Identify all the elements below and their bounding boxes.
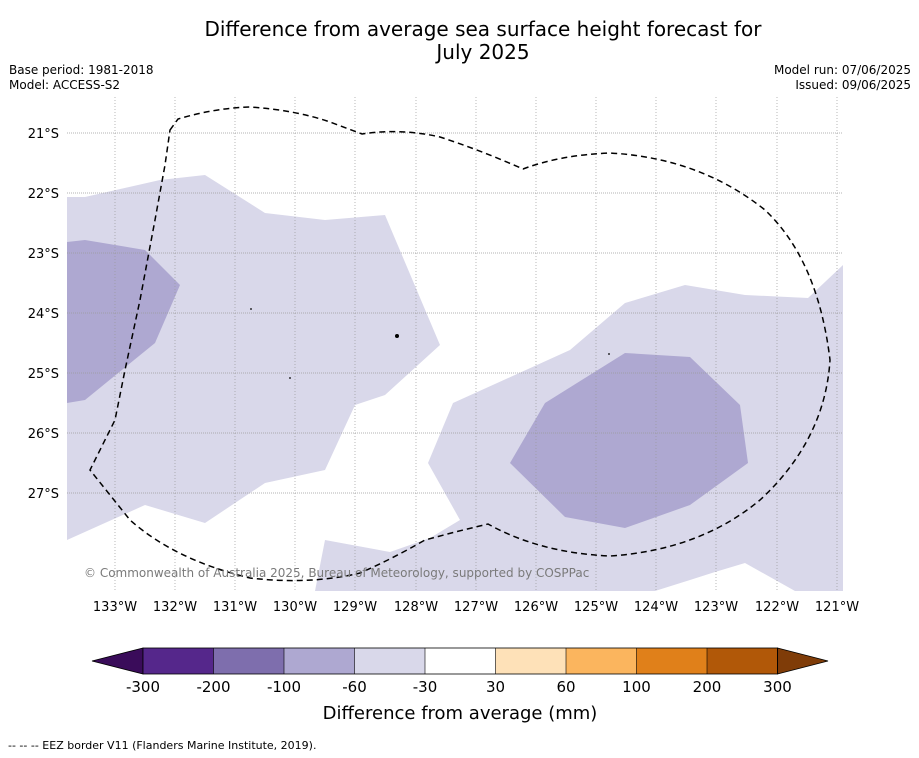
lon-label: 129°W [333,600,377,615]
lat-label: 25°S [28,367,59,382]
lat-label: 22°S [28,187,59,202]
lon-label: 121°W [815,600,859,615]
lon-label: 126°W [514,600,558,615]
longitude-gridlines [114,97,838,591]
anomaly-region-medium-east [510,353,748,528]
eez-border-footnote: -- -- -- EEZ border V11 (Flanders Marine… [8,739,317,752]
colorbar-segment [566,648,637,674]
colorbar-tick-label: -300 [126,678,160,696]
colorbar-tick-label: 30 [486,678,505,696]
colorbar-segment [213,648,284,674]
colorbar-tick-label: -30 [413,678,438,696]
lon-label: 133°W [93,600,137,615]
colorbar: -300 -200 -100 -60 -30 30 60 100 200 300… [91,647,829,724]
lon-label: 127°W [454,600,498,615]
anomaly-region-medium-west [67,240,180,403]
lat-label: 27°S [28,487,59,502]
lon-label: 122°W [755,600,799,615]
lon-label: 132°W [153,600,197,615]
eez-border-line [89,106,831,582]
lat-label: 21°S [28,127,59,142]
lon-label: 131°W [213,600,257,615]
copyright-text: © Commonwealth of Australia 2025, Bureau… [84,566,589,580]
latitude-gridlines [67,132,843,494]
colorbar-tick-label: 300 [763,678,792,696]
colorbar-tick-label: -100 [267,678,301,696]
longitude-axis-labels: 133°W 132°W 131°W 130°W 129°W 128°W 127°… [93,600,859,615]
lat-label: 26°S [28,427,59,442]
map-area: © Commonwealth of Australia 2025, Bureau… [67,97,843,591]
colorbar-segment [707,648,778,674]
lon-label: 125°W [574,600,618,615]
lat-label: 24°S [28,307,59,322]
lon-label: 130°W [273,600,317,615]
lon-label: 128°W [394,600,438,615]
colorbar-segment [143,648,214,674]
latitude-axis-labels: 21°S 22°S 23°S 24°S 25°S 26°S 27°S [28,127,59,502]
colorbar-tick-label: 100 [622,678,651,696]
colorbar-tick-label: -60 [342,678,367,696]
colorbar-tick-label: 200 [693,678,722,696]
lon-label: 123°W [694,600,738,615]
colorbar-tick-label: 60 [556,678,575,696]
small-island-markers [250,308,610,379]
colorbar-title: Difference from average (mm) [323,703,598,724]
colorbar-segment [284,648,355,674]
colorbar-segment [495,648,566,674]
colorbar-extend-high [777,647,829,675]
colorbar-extend-low [91,647,144,675]
colorbar-segment [354,648,425,674]
chart-title: Difference from average sea surface heig… [204,17,762,64]
lon-label: 124°W [634,600,678,615]
colorbar-segment [425,648,496,674]
model-run-issued-info: Model run: 07/06/2025 Issued: 09/06/2025 [773,63,911,92]
colorbar-segment [636,648,707,674]
lat-label: 23°S [28,247,59,262]
base-period-model-info: Base period: 1981-2018 Model: ACCESS-S2 [9,63,154,92]
colorbar-tick-label: -200 [196,678,230,696]
